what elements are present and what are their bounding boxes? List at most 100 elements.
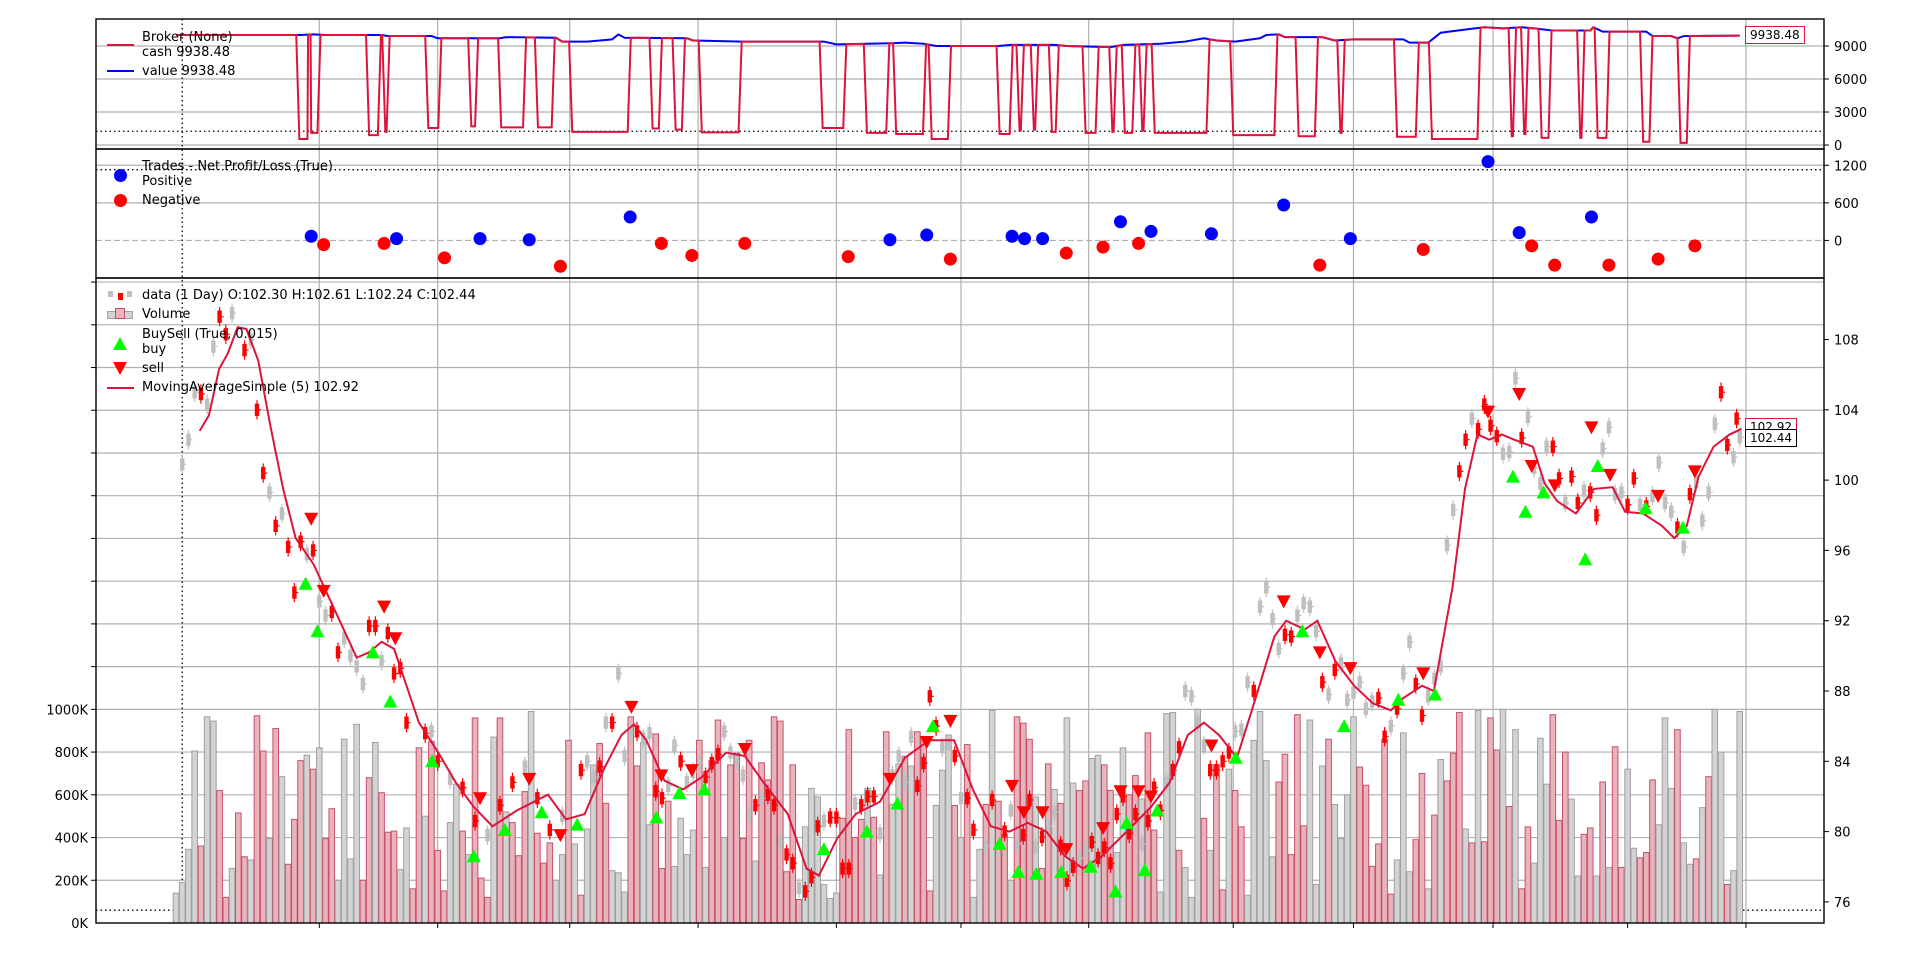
volume-bar [440,890,448,924]
buy-marker [1119,815,1134,829]
volume-bar [1238,826,1245,924]
buy-marker [1505,469,1520,483]
volume-bar [1300,825,1307,924]
positive-trade-dot [920,228,934,242]
sell-marker [473,792,488,806]
volume-bar [801,826,809,924]
buy-marker [1676,520,1691,534]
volume-bar [814,796,821,924]
close-last-value-tag: 102.44 [1745,429,1797,447]
volume-bar [241,856,248,924]
negative-trade-dot [1602,258,1616,272]
volume-bar [1213,764,1220,924]
value-legend-label: value 9938.48 [142,64,236,79]
positive-trade-dot [1343,232,1357,246]
cash-legend-line [107,44,134,46]
buy-marker [1083,859,1098,873]
positive-trade-dot [1277,198,1291,212]
buy-marker [1337,719,1352,733]
sell-marker [1524,460,1539,474]
volume-bar [446,822,454,924]
volume-y-tick-label: 800K [55,746,89,761]
volume-bar [1661,717,1669,924]
volume-bar [1381,738,1388,924]
volume-bar [1169,712,1177,924]
volume-bar [1512,729,1519,924]
series-lines [176,26,1743,877]
volume-bar [1499,708,1507,924]
price-y-tick-label: 96 [1834,544,1851,559]
positive-trade-dot [1204,227,1218,241]
candle-body [1133,807,1138,821]
volume-bar [1524,826,1532,924]
volume-bar [396,869,404,924]
candle-body [1220,755,1225,768]
volume-bar [889,803,896,924]
volume-bar [259,750,267,924]
volume-bar [1474,709,1482,924]
volume-bar [1387,893,1395,924]
negative-trade-dot [377,236,391,250]
volume-bar [565,739,572,924]
volume-bar [988,709,996,924]
cash-legend-label: cash 9938.48 [142,45,231,60]
sell-marker [553,829,568,843]
candle-body [1444,538,1450,552]
negative-trade-dot [654,236,668,250]
volume-bar [577,894,585,924]
negative-legend-label: Negative [142,193,201,208]
sell-marker [684,764,699,778]
volume-bar [702,866,709,924]
sell-marker [624,700,639,714]
volume-bar [677,817,684,924]
volume-bar [558,854,566,924]
volume-bar [365,777,373,924]
volume-bar [882,731,890,924]
main-axes-frame [95,277,1825,924]
volume-bar [216,790,223,924]
sell-marker [1603,468,1618,482]
volume-bar [291,818,298,924]
volume-bar [926,890,934,924]
volume-bar [1437,759,1444,924]
price-y-tick-label: 84 [1834,755,1851,770]
volume-bar [833,892,840,924]
sell-marker [1481,405,1496,419]
volume-bar [1686,863,1694,924]
volume-bar [527,710,535,924]
volume-bar [1462,828,1469,924]
candle-body [1207,763,1213,777]
buy-marker [1428,687,1443,701]
positive-legend-dot [114,169,127,182]
price-y-tick-label: 92 [1834,615,1851,630]
volume-bar [777,720,784,924]
volume-bar [203,716,211,924]
volume-bar [1294,714,1301,924]
sell-marker [882,772,897,786]
buy-marker [1536,485,1551,499]
volume-y-tick-label: 600K [55,789,89,804]
buy-marker [310,624,325,638]
volume-bar [826,897,834,924]
volume-bar [1163,713,1170,924]
volume-bar [1331,803,1339,924]
volume-bar [1730,870,1737,924]
volume-bar [1456,712,1463,924]
sma-line [198,326,1743,877]
volume-bar [315,747,323,924]
volume-bar [1219,889,1226,924]
volume-bar [434,849,441,924]
sell-marker [316,584,331,598]
volume-bar [1400,732,1407,924]
sell-marker [1143,790,1158,804]
volume-bar [770,716,778,924]
sell-legend-icon [113,362,127,375]
buy-marker [925,719,940,733]
volume-bar [172,892,180,924]
volume-bar [284,863,292,924]
candle-body [1600,442,1605,455]
volume-bar [359,879,367,924]
volume-bar [1256,710,1264,924]
volume-bar [1518,888,1525,924]
candle-body [1139,837,1144,851]
